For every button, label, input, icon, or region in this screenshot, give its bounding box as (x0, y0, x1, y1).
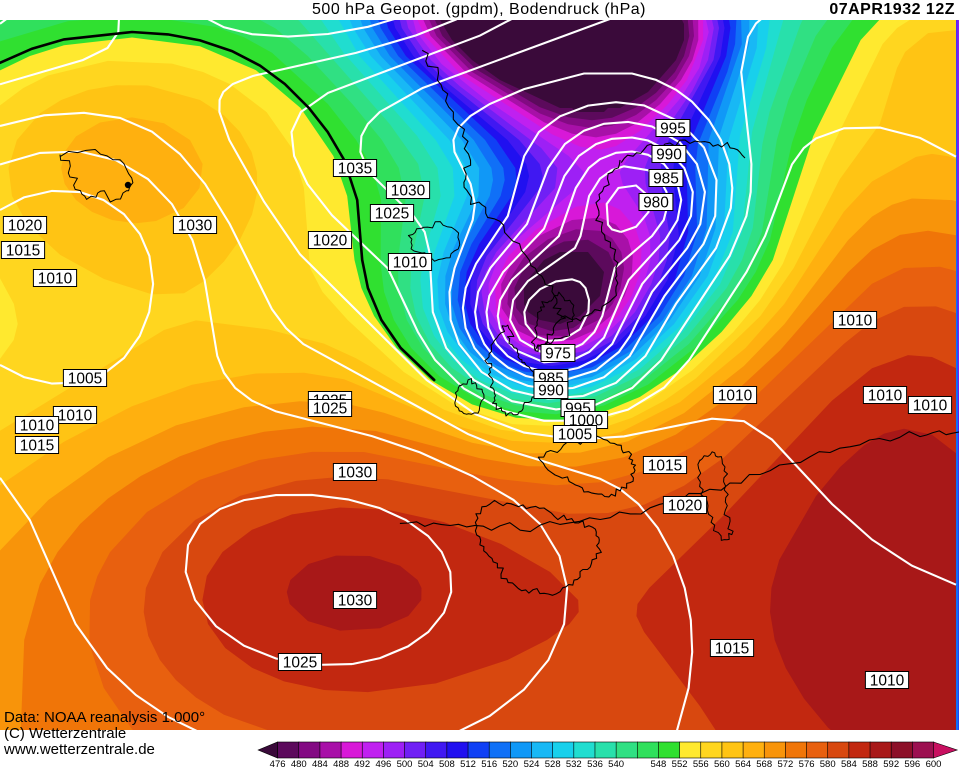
svg-text:1010: 1010 (20, 418, 55, 435)
svg-text:500: 500 (397, 759, 413, 770)
svg-text:Data: NOAA reanalysis 1.000°: Data: NOAA reanalysis 1.000° (4, 709, 205, 726)
svg-text:1015: 1015 (648, 458, 682, 475)
svg-text:1025: 1025 (313, 401, 347, 418)
svg-text:552: 552 (672, 759, 688, 770)
svg-text:576: 576 (799, 759, 815, 770)
svg-text:592: 592 (883, 759, 899, 770)
svg-text:540: 540 (608, 759, 624, 770)
svg-text:1035: 1035 (338, 161, 372, 178)
svg-text:548: 548 (650, 759, 666, 770)
svg-text:504: 504 (418, 759, 434, 770)
svg-text:480: 480 (291, 759, 307, 770)
svg-text:476: 476 (270, 759, 286, 770)
svg-text:524: 524 (524, 759, 540, 770)
svg-text:1020: 1020 (668, 498, 703, 515)
svg-text:1010: 1010 (718, 388, 753, 405)
svg-text:528: 528 (545, 759, 561, 770)
svg-text:1015: 1015 (20, 438, 54, 455)
svg-text:572: 572 (777, 759, 793, 770)
svg-text:1030: 1030 (391, 183, 426, 200)
svg-text:1010: 1010 (38, 271, 73, 288)
svg-text:500 hPa Geopot. (gpdm), Bodend: 500 hPa Geopot. (gpdm), Bodendruck (hPa) (312, 1, 646, 18)
svg-text:600: 600 (926, 759, 942, 770)
svg-text:1020: 1020 (313, 233, 348, 250)
svg-text:1010: 1010 (838, 313, 873, 330)
svg-text:1015: 1015 (715, 641, 749, 658)
svg-text:1030: 1030 (338, 593, 373, 610)
svg-text:580: 580 (820, 759, 836, 770)
svg-text:1025: 1025 (283, 655, 317, 672)
svg-text:1020: 1020 (8, 218, 43, 235)
svg-text:1010: 1010 (868, 388, 903, 405)
svg-text:1010: 1010 (913, 398, 948, 415)
svg-text:1010: 1010 (393, 255, 428, 272)
svg-text:496: 496 (375, 759, 391, 770)
svg-text:07APR1932 12Z: 07APR1932 12Z (829, 1, 955, 18)
svg-text:1025: 1025 (375, 206, 409, 223)
svg-text:568: 568 (756, 759, 772, 770)
svg-text:1030: 1030 (178, 218, 213, 235)
svg-text:1015: 1015 (6, 243, 40, 260)
svg-text:1010: 1010 (58, 408, 93, 425)
svg-text:520: 520 (502, 759, 518, 770)
svg-text:(C) Wetterzentrale: (C) Wetterzentrale (4, 725, 126, 742)
svg-text:1030: 1030 (338, 465, 373, 482)
svg-text:975: 975 (545, 346, 571, 363)
svg-text:516: 516 (481, 759, 497, 770)
svg-text:995: 995 (660, 121, 686, 138)
svg-text:584: 584 (841, 759, 857, 770)
svg-text:596: 596 (904, 759, 920, 770)
svg-text:588: 588 (862, 759, 878, 770)
svg-text:492: 492 (354, 759, 370, 770)
svg-text:484: 484 (312, 759, 328, 770)
svg-text:488: 488 (333, 759, 349, 770)
svg-text:www.wetterzentrale.de: www.wetterzentrale.de (3, 741, 155, 758)
svg-text:556: 556 (693, 759, 709, 770)
svg-text:990: 990 (538, 383, 564, 400)
svg-text:564: 564 (735, 759, 751, 770)
svg-text:532: 532 (566, 759, 582, 770)
svg-text:1005: 1005 (68, 371, 102, 388)
svg-text:980: 980 (643, 195, 669, 212)
svg-text:1005: 1005 (558, 427, 592, 444)
svg-text:508: 508 (439, 759, 455, 770)
svg-text:536: 536 (587, 759, 603, 770)
svg-text:1010: 1010 (870, 673, 905, 690)
svg-text:985: 985 (653, 171, 679, 188)
svg-text:512: 512 (460, 759, 476, 770)
svg-text:990: 990 (656, 147, 682, 164)
svg-text:560: 560 (714, 759, 730, 770)
